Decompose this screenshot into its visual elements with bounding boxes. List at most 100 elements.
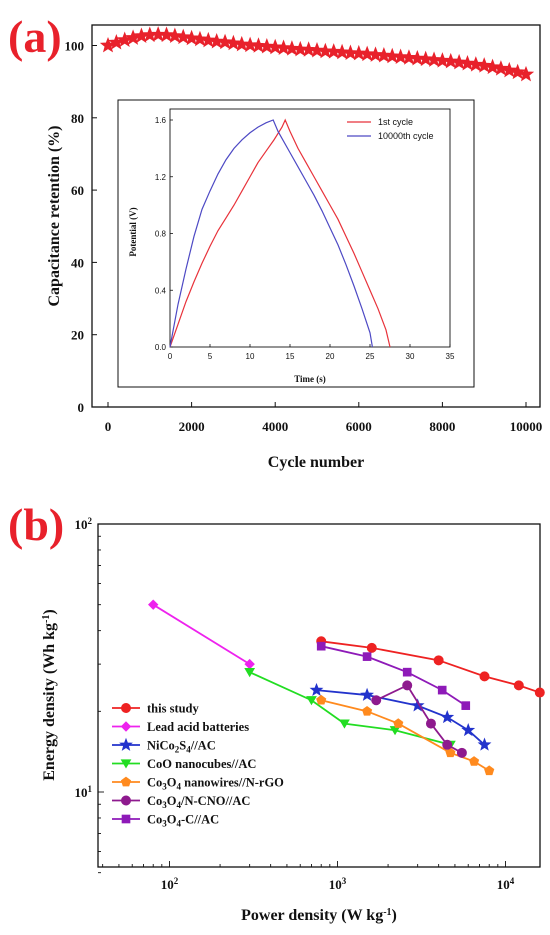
- inset-legend-label-1: 10000th cycle: [378, 131, 434, 141]
- retention-point: [425, 51, 443, 67]
- legend-swatch-marker-1: [120, 721, 132, 732]
- series-6-point: [362, 652, 372, 661]
- inset-x-tick-label: 0: [168, 352, 173, 361]
- inset-y-tick-label: 0.0: [155, 343, 167, 352]
- series-5-point: [442, 739, 453, 750]
- series-4-point: [393, 718, 404, 728]
- legend-label-0: this study: [147, 702, 200, 716]
- retention-point: [175, 28, 192, 45]
- series-3-point: [339, 719, 350, 729]
- series-4-point: [484, 765, 495, 776]
- legend-swatch-marker-2: [119, 737, 133, 751]
- inset-x-tick-label: 10: [246, 352, 255, 361]
- retention-point: [183, 29, 200, 46]
- panel-a-series: [99, 26, 535, 82]
- y-tick-label: 101: [75, 784, 93, 800]
- inset-plot-frame: [169, 108, 451, 348]
- x-tick-label: 2000: [179, 419, 205, 434]
- x-tick-label: 103: [329, 876, 347, 892]
- series-6-point: [437, 685, 447, 695]
- x-tick-label: 6000: [346, 419, 372, 434]
- y-tick-label: 102: [75, 516, 93, 532]
- retention-point: [459, 55, 476, 71]
- retention-point: [308, 41, 326, 58]
- legend-label-4: Co3O4 nanowires//N-rGO: [147, 776, 284, 792]
- retention-point: [492, 60, 510, 76]
- series-6-point: [402, 667, 412, 677]
- panel-a-plot-frame: [91, 24, 541, 408]
- retention-point: [509, 63, 526, 80]
- series-6-point: [316, 641, 326, 651]
- y-tick-label: 20: [71, 328, 84, 343]
- retention-point: [467, 56, 484, 72]
- series-2-point: [440, 710, 455, 724]
- retention-point: [116, 31, 133, 48]
- series-4-point: [445, 747, 456, 758]
- retention-point: [283, 40, 301, 56]
- retention-point: [400, 49, 418, 65]
- inset-y-tick-label: 1.2: [155, 173, 167, 182]
- retention-point: [200, 31, 217, 48]
- retention-point: [417, 50, 434, 67]
- legend-label-1: Lead acid batteries: [147, 720, 249, 734]
- retention-point: [434, 52, 451, 68]
- panel-a-x-axis-title: Cycle number: [268, 454, 364, 471]
- series-5-point: [402, 680, 413, 691]
- retention-point: [450, 53, 468, 70]
- legend-label-2: NiCo2S4//AC: [147, 739, 216, 755]
- inset-legend: 1st cycle 10000th cycle: [347, 117, 434, 141]
- inset-series-1-line: [169, 119, 373, 348]
- panel-b-x-axis-title: Power density (W kg-1): [241, 907, 397, 925]
- retention-point: [258, 38, 275, 54]
- series-1-line: [152, 603, 251, 665]
- panel-b: (b) 102 103 104 101 102 this study Lead acid …: [8, 499, 545, 925]
- retention-point: [484, 58, 501, 75]
- series-4-point: [362, 705, 373, 716]
- inset-y-tick-label: 0.4: [155, 286, 167, 295]
- inset-background: [117, 99, 475, 388]
- retention-point: [166, 27, 184, 44]
- series-2-point: [309, 682, 324, 696]
- series-5-point: [425, 718, 436, 729]
- legend-label-3: CoO nanocubes//AC: [147, 757, 256, 771]
- series-4-point: [316, 694, 327, 705]
- retention-point: [208, 32, 225, 49]
- retention-point: [241, 36, 259, 53]
- inset-x-tick-label: 15: [286, 352, 295, 361]
- series-1-point: [148, 599, 159, 610]
- retention-point: [191, 30, 209, 47]
- series-0-point: [513, 680, 524, 691]
- x-tick-label: 104: [497, 876, 515, 892]
- series-3-point: [306, 696, 317, 706]
- retention-point: [325, 43, 342, 59]
- inset-x-tick-label: 25: [366, 352, 375, 361]
- series-3-point: [244, 668, 256, 678]
- inset-y-axis-title: Potential (V): [128, 207, 138, 256]
- series-2-point: [461, 722, 476, 737]
- series-4-point: [468, 756, 480, 766]
- inset-y-tick-label: 0.8: [155, 230, 167, 239]
- retention-point: [442, 52, 459, 69]
- inset-y-tick-label: 1.6: [155, 116, 167, 125]
- inset-x-tick-label: 35: [446, 352, 455, 361]
- x-tick-label: 0: [105, 419, 112, 434]
- series-5-point: [456, 747, 467, 758]
- panel-a-inset: 0 5 10 15 20 25 30 350.00.40.81.21.6 1st cycle1…: [117, 99, 475, 388]
- series-5-point: [371, 695, 382, 706]
- y-tick-label: 100: [65, 39, 85, 54]
- legend-swatch-marker-5: [121, 795, 131, 806]
- retention-point: [392, 48, 409, 64]
- legend-label-6: Co3O4-C//AC: [147, 813, 219, 829]
- retention-point: [476, 57, 493, 73]
- y-tick-label: 0: [78, 400, 85, 415]
- retention-point: [267, 38, 284, 55]
- retention-point: [250, 37, 267, 53]
- inset-x-tick-label: 5: [208, 352, 213, 361]
- x-tick-label: 8000: [429, 419, 455, 434]
- x-tick-label: 10000: [510, 419, 543, 434]
- series-2-line: [316, 689, 486, 746]
- retention-point: [367, 46, 384, 62]
- panel-b-label: (b): [8, 499, 64, 550]
